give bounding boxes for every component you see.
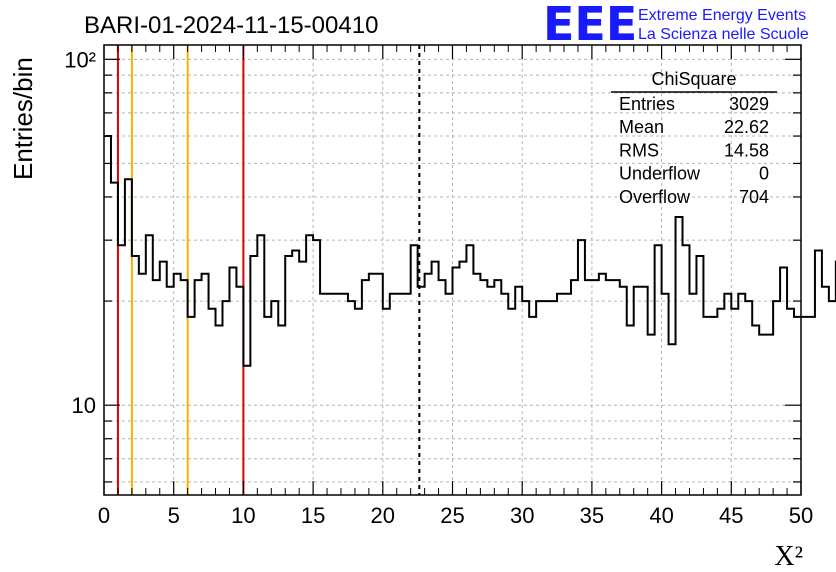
x-tick-label: 15 bbox=[301, 503, 325, 528]
stats-rows: Entries 3029 Mean 22.62 RMS 14.58 Underflow 0 Ov… bbox=[619, 94, 769, 207]
stats-label: Overflow bbox=[619, 187, 691, 207]
x-tick-label: 0 bbox=[98, 503, 110, 528]
stats-title: ChiSquare bbox=[651, 69, 736, 89]
stats-value: 3029 bbox=[729, 94, 769, 114]
grid-lines bbox=[104, 45, 801, 495]
threshold-lines bbox=[116, 45, 421, 495]
x-tick-label: 35 bbox=[580, 503, 604, 528]
x-axis-label: X² bbox=[774, 541, 803, 572]
x-tick-label: 20 bbox=[371, 503, 395, 528]
x-tick-label: 30 bbox=[510, 503, 534, 528]
stats-value: 14.58 bbox=[724, 140, 769, 160]
x-tick-label: 25 bbox=[440, 503, 464, 528]
y-tick-label: 10² bbox=[64, 47, 96, 72]
x-tick-label: 10 bbox=[231, 503, 255, 528]
stats-label: RMS bbox=[619, 140, 659, 160]
y-axis-label: Entries/bin bbox=[8, 57, 38, 180]
x-tick-label: 45 bbox=[719, 503, 743, 528]
eee-logo: EEE Extreme Energy Events La Scienza nel… bbox=[543, 0, 809, 51]
axis-ticks bbox=[103, 45, 802, 495]
stats-label: Underflow bbox=[619, 164, 701, 184]
logo-line-2: La Scienza nelle Scuole bbox=[638, 26, 809, 43]
x-tick-label: 40 bbox=[649, 503, 673, 528]
logo-mark: EEE bbox=[543, 0, 637, 51]
x-tick-label: 50 bbox=[789, 503, 813, 528]
chart-title: BARI-01-2024-11-15-00410 bbox=[84, 12, 378, 39]
y-tick-label: 10 bbox=[72, 393, 96, 418]
stats-value: 0 bbox=[759, 164, 769, 184]
stats-value: 704 bbox=[739, 187, 769, 207]
tick-labels: 0 5 10 15 20 25 30 35 40 45 50 10 10² bbox=[64, 47, 813, 528]
histogram-outline bbox=[104, 135, 836, 367]
x-tick-label: 5 bbox=[168, 503, 180, 528]
logo-line-1: Extreme Energy Events bbox=[638, 7, 806, 24]
stats-box: ChiSquare Entries 3029 Mean 22.62 RMS 14.58 Un… bbox=[611, 69, 777, 207]
stats-label: Entries bbox=[619, 94, 675, 114]
stats-value: 22.62 bbox=[724, 117, 769, 137]
stats-label: Mean bbox=[619, 117, 664, 137]
